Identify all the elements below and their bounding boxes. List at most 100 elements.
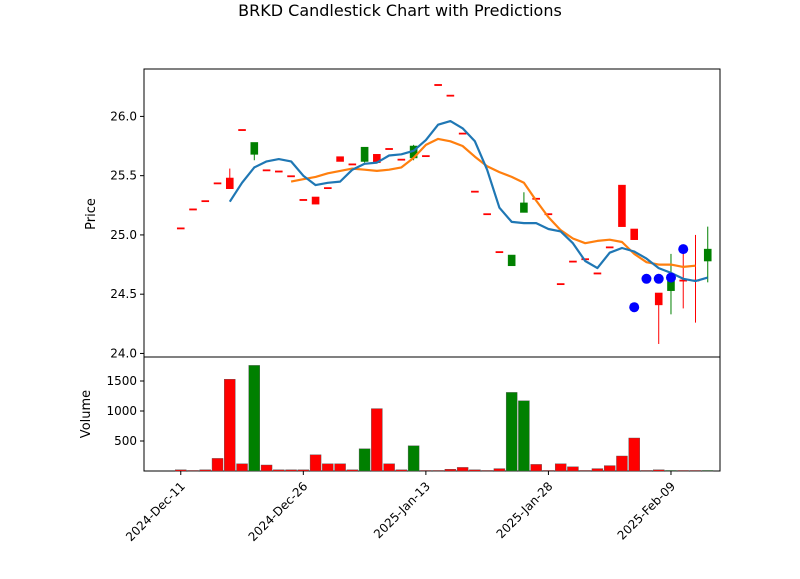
- candle-body-down: [385, 148, 393, 150]
- candle-body-down: [238, 129, 246, 131]
- volume-plot-frame: [143, 356, 721, 472]
- candle-body-down: [569, 260, 577, 263]
- volume-bar: [175, 469, 187, 472]
- candle-body-up: [520, 202, 528, 213]
- volume-bar: [224, 379, 236, 472]
- volume-bar: [604, 465, 616, 472]
- candle-body-down: [618, 184, 626, 227]
- volume-bar: [677, 470, 689, 472]
- price-panel: 24.0 24.5 25.0 25.5 26.0: [110, 68, 721, 360]
- candle-body-down: [495, 251, 504, 254]
- price-ytick-label: 25.0: [110, 228, 137, 242]
- volume-bar: [530, 464, 542, 472]
- volume-bar: [273, 469, 285, 472]
- candle-body-down: [336, 156, 344, 162]
- candle-body-down: [605, 246, 614, 249]
- volume-bar: [211, 458, 224, 472]
- candle-body-down: [630, 228, 639, 240]
- volume-bar: [187, 470, 199, 472]
- volume-panel: 500 1000 1500: [106, 356, 721, 472]
- volume-bar: [567, 466, 579, 472]
- volume-bar: [260, 464, 273, 472]
- candle-body-down: [422, 155, 430, 158]
- candle-body-down: [262, 169, 271, 172]
- volume-bar: [285, 469, 297, 472]
- volume-bar: [616, 455, 628, 472]
- volume-bar: [542, 470, 555, 472]
- volume-bar: [248, 365, 260, 472]
- volume-bar: [297, 469, 310, 472]
- prediction-point: [641, 273, 652, 284]
- candle-body-down: [397, 158, 406, 161]
- chart-title: BRKD Candlestick Chart with Predictions: [238, 1, 562, 20]
- price-ytick-label: 24.5: [110, 287, 137, 301]
- volume-bar: [432, 470, 444, 472]
- volume-bar: [702, 470, 714, 472]
- price-axis-label: Price: [84, 198, 99, 230]
- volume-bar: [199, 469, 211, 472]
- volume-bar: [444, 469, 457, 472]
- volume-bar: [518, 400, 530, 472]
- candle-body-up: [250, 142, 259, 155]
- volume-bar: [371, 408, 383, 472]
- candle-body-down: [213, 182, 222, 185]
- candle-body-down: [593, 272, 602, 275]
- candle-body-down: [299, 199, 308, 201]
- candle-body-down: [225, 177, 234, 190]
- volume-bar: [407, 445, 420, 472]
- ma-long-line: [290, 137, 696, 268]
- volume-bar: [628, 437, 640, 472]
- volume-bar: [579, 470, 591, 472]
- candle-body-down: [324, 187, 332, 190]
- volume-bar: [505, 392, 518, 472]
- volume-bar: [309, 454, 322, 472]
- volume-bar: [493, 468, 506, 472]
- volume-bar: [481, 470, 493, 472]
- ma-short-line: [228, 119, 709, 283]
- volume-bar: [322, 463, 334, 472]
- candle-body-down: [654, 292, 663, 306]
- candle-body-up: [360, 146, 369, 162]
- volume-bar: [383, 463, 395, 472]
- candle-body-down: [348, 163, 357, 166]
- candle-body-up: [703, 248, 712, 262]
- volume-bar: [653, 469, 665, 472]
- volume-bar: [358, 448, 371, 472]
- candle-body-down: [201, 200, 210, 203]
- volume-axis-label: Volume: [79, 390, 94, 438]
- volume-bar: [554, 463, 567, 472]
- candle-body-down: [189, 208, 197, 211]
- prediction-point: [665, 272, 676, 283]
- prediction-point: [653, 273, 664, 284]
- prediction-point: [629, 302, 640, 313]
- candle-body-down: [287, 175, 295, 178]
- candle-body-down: [556, 283, 565, 286]
- candle-body-down: [483, 213, 491, 216]
- candle-body-down: [275, 170, 283, 173]
- volume-bar: [334, 463, 346, 472]
- volume-bar: [689, 470, 702, 472]
- candle-body-down: [471, 190, 479, 193]
- prediction-point: [678, 244, 689, 255]
- volume-bar: [236, 463, 248, 472]
- volume-bar: [420, 470, 432, 472]
- candle-body-down: [458, 132, 467, 135]
- price-ytick-label: 24.0: [110, 346, 137, 360]
- price-ytick-label: 25.5: [110, 169, 137, 183]
- volume-bar: [456, 467, 469, 472]
- volume-bar: [640, 470, 653, 472]
- volume-bar: [469, 469, 481, 472]
- volume-ytick-label: 1000: [106, 404, 137, 418]
- volume-bar: [591, 468, 604, 472]
- volume-bar: [346, 469, 359, 472]
- candle-body-down: [446, 94, 455, 97]
- volume-ytick-label: 1500: [106, 374, 137, 388]
- candle-body-down: [434, 84, 442, 86]
- candle-body-down: [176, 227, 185, 230]
- price-ytick-label: 26.0: [110, 109, 137, 123]
- candle-body-down: [311, 196, 320, 205]
- volume-bar: [665, 470, 677, 472]
- candle-body-up: [507, 254, 516, 267]
- volume-bar: [395, 469, 408, 472]
